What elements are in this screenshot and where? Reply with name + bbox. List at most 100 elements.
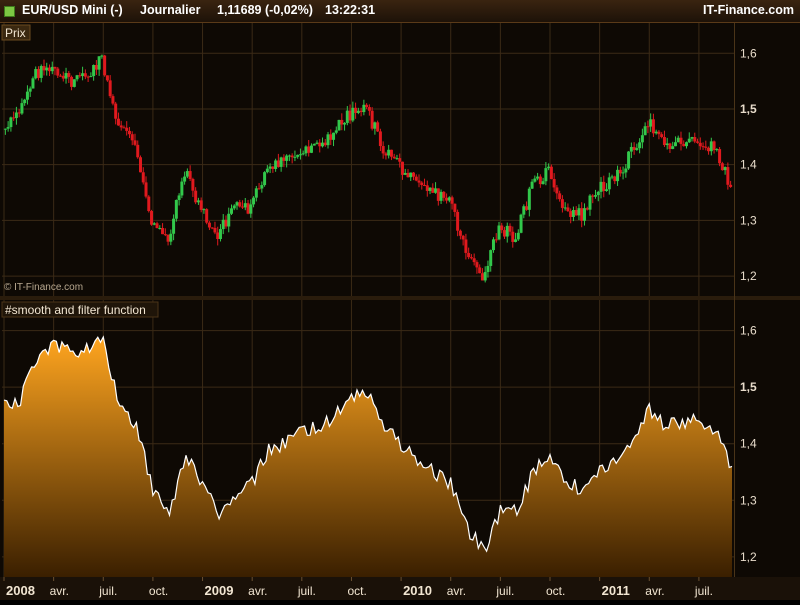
candle-body (591, 196, 594, 197)
candle-body (335, 130, 338, 132)
candle-body (73, 79, 76, 87)
candle-body (547, 167, 550, 168)
candle-body (569, 211, 572, 217)
candle-body (619, 170, 622, 173)
candle-body (492, 239, 495, 250)
candle-body (103, 56, 106, 76)
x-tick-label: juil. (694, 584, 713, 598)
candle-body (550, 167, 553, 179)
candle-body (147, 197, 150, 211)
x-tick-label: oct. (149, 584, 168, 598)
candle-body (291, 156, 294, 158)
candle-body (280, 157, 283, 166)
candle-body (536, 177, 539, 179)
x-tick-label: oct. (347, 584, 366, 598)
candle-body (511, 232, 514, 242)
candle-body (616, 170, 619, 181)
candle-body (572, 210, 575, 217)
candle-body (277, 160, 280, 166)
candle-body (133, 140, 136, 144)
candle-body (343, 123, 346, 125)
candle-body (167, 235, 170, 242)
candle-body (236, 202, 239, 205)
candle-body (100, 56, 103, 57)
candle-body (426, 185, 429, 191)
candle-body (553, 179, 556, 187)
candle-body (269, 167, 272, 169)
candle-body (721, 163, 724, 170)
candle-body (418, 181, 421, 183)
candle-body (373, 122, 376, 128)
candle-body (315, 143, 318, 144)
x-tick-label: juil. (495, 584, 514, 598)
candle-body (473, 258, 476, 262)
candle-body (357, 111, 360, 113)
y-tick-label: 1,3 (740, 493, 757, 507)
candle-body (594, 195, 597, 197)
candle-body (7, 127, 10, 129)
candle-body (699, 143, 702, 146)
x-axis-strip (0, 577, 800, 600)
candle-body (87, 77, 90, 78)
candle-body (15, 112, 18, 118)
candle-body (533, 179, 536, 182)
candle-body (434, 188, 437, 192)
x-tick-label: avr. (50, 584, 69, 598)
status-square-icon (4, 6, 15, 17)
candle-body (462, 236, 465, 240)
candle-body (117, 119, 120, 126)
x-tick-label: oct. (546, 584, 565, 598)
candle-body (622, 172, 625, 173)
candle-body (362, 105, 365, 112)
candle-body (37, 69, 40, 78)
candle-body (668, 143, 671, 149)
y-tick-label: 1,2 (740, 550, 757, 564)
candle-body (158, 228, 161, 229)
candle-body (271, 167, 274, 169)
price-panel-label: Prix (5, 26, 26, 40)
candle-body (183, 177, 186, 182)
candle-body (346, 111, 349, 123)
candle-body (663, 137, 666, 145)
candle-body (437, 188, 440, 200)
candle-body (145, 182, 148, 196)
last-quote: 1,11689 (-0,02%) (217, 3, 313, 17)
candle-body (531, 182, 534, 189)
candle-body (456, 212, 459, 231)
candle-body (78, 75, 81, 76)
candle-body (423, 185, 426, 186)
candle-body (481, 273, 484, 280)
candle-body (655, 132, 658, 134)
candle-body (442, 192, 445, 198)
candle-body (379, 131, 382, 146)
panel-separator (0, 296, 800, 300)
candle-body (321, 143, 324, 147)
y-tick-label: 1,3 (740, 213, 757, 227)
candle-body (222, 220, 225, 229)
candle-body (393, 157, 396, 159)
candle-body (561, 199, 564, 208)
candle-body (484, 272, 487, 280)
candle-body (45, 68, 48, 71)
y-tick-label: 1,2 (740, 269, 757, 283)
candle-body (307, 146, 310, 152)
candle-body (368, 107, 371, 111)
candle-body (260, 185, 263, 188)
candle-body (555, 187, 558, 193)
candle-body (302, 153, 305, 154)
candle-body (293, 157, 296, 158)
candle-body (514, 239, 517, 242)
candle-body (189, 171, 192, 179)
candle-body (238, 202, 241, 206)
candle-body (371, 111, 374, 129)
candle-body (500, 226, 503, 231)
candle-body (677, 138, 680, 142)
candle-body (602, 182, 605, 191)
y-tick-label: 1,4 (740, 158, 757, 172)
candle-body (313, 144, 316, 146)
candle-body (475, 262, 478, 267)
candle-body (255, 188, 258, 197)
candle-body (56, 69, 59, 76)
